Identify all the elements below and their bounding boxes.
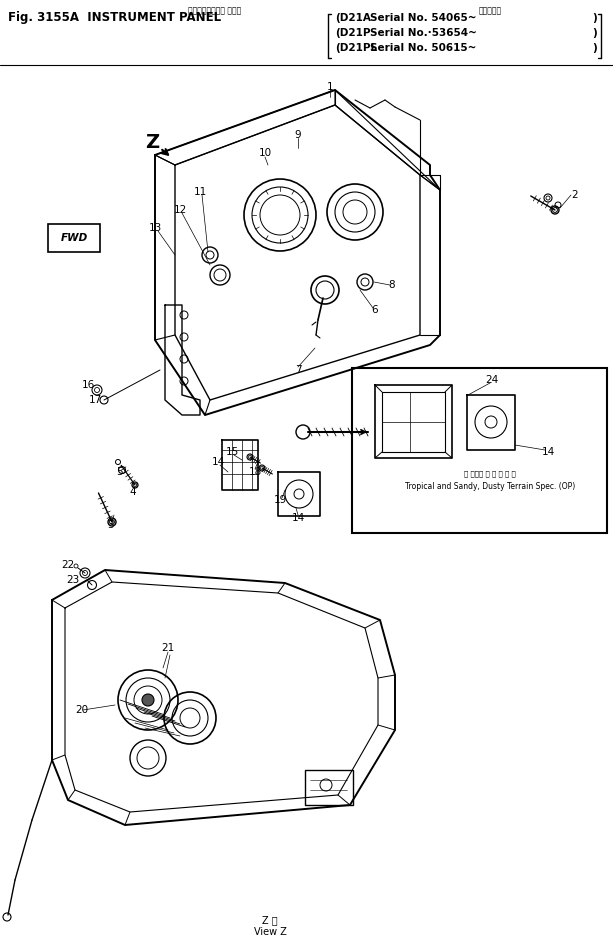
Text: 17: 17 xyxy=(88,395,102,405)
Text: 14: 14 xyxy=(541,447,555,457)
Text: 20: 20 xyxy=(75,705,88,715)
Bar xyxy=(48,224,100,252)
Text: (D21PL: (D21PL xyxy=(335,43,377,53)
Text: 18: 18 xyxy=(248,467,262,477)
Text: 23: 23 xyxy=(66,575,80,585)
Text: 24: 24 xyxy=(485,375,498,385)
Text: (D21P: (D21P xyxy=(335,28,370,38)
Text: 12: 12 xyxy=(173,205,186,215)
Text: 7: 7 xyxy=(295,365,302,375)
Text: ): ) xyxy=(592,43,597,53)
Text: 21: 21 xyxy=(161,643,175,653)
Text: 4: 4 xyxy=(130,487,136,497)
Text: 3: 3 xyxy=(107,520,113,530)
Text: 5: 5 xyxy=(116,467,123,477)
Text: 11: 11 xyxy=(193,187,207,197)
Text: ): ) xyxy=(592,28,597,38)
Bar xyxy=(352,368,607,533)
Text: 14: 14 xyxy=(211,457,224,467)
Text: Tropical and Sandy, Dusty Terrain Spec. (OP): Tropical and Sandy, Dusty Terrain Spec. … xyxy=(405,482,575,491)
Text: Serial No. 50615~: Serial No. 50615~ xyxy=(370,43,476,53)
Text: ): ) xyxy=(592,13,597,23)
Text: 14: 14 xyxy=(291,513,305,523)
Text: FWD: FWD xyxy=(60,233,88,243)
Text: Serial No.·53654~: Serial No.·53654~ xyxy=(370,28,477,38)
Text: 10: 10 xyxy=(259,148,272,158)
Circle shape xyxy=(142,694,154,706)
Text: (D21A: (D21A xyxy=(335,13,371,23)
Text: Serial No. 54065~: Serial No. 54065~ xyxy=(370,13,476,23)
Text: 16: 16 xyxy=(82,380,94,390)
Text: 1: 1 xyxy=(327,82,333,92)
Text: 9: 9 xyxy=(295,130,302,140)
Text: インストルメント パネル: インストルメント パネル xyxy=(188,6,242,15)
Text: 22: 22 xyxy=(61,560,75,570)
Text: 8: 8 xyxy=(389,280,395,290)
Text: Fig. 3155A  INSTRUMENT PANEL: Fig. 3155A INSTRUMENT PANEL xyxy=(8,11,221,25)
Text: Z 矢: Z 矢 xyxy=(262,915,278,925)
Text: 19: 19 xyxy=(273,495,287,505)
Text: 熱 帯・砂 塵 地 帯 仕 様: 熱 帯・砂 塵 地 帯 仕 様 xyxy=(464,470,516,477)
Text: View Z: View Z xyxy=(254,927,286,937)
Text: 15: 15 xyxy=(226,447,238,457)
Text: 13: 13 xyxy=(148,223,162,233)
Text: 2: 2 xyxy=(572,190,578,200)
Text: 6: 6 xyxy=(371,305,378,315)
Bar xyxy=(305,770,353,805)
Text: 適用車彿号: 適用車彿号 xyxy=(478,6,501,15)
Text: Z: Z xyxy=(145,132,159,151)
